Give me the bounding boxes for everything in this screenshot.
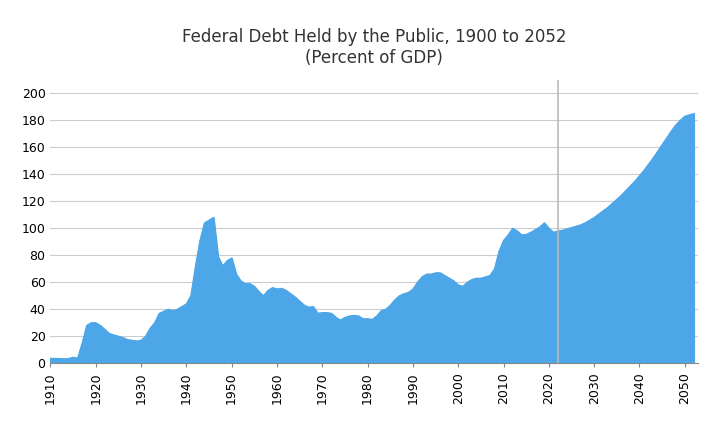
Title: Federal Debt Held by the Public, 1900 to 2052
(Percent of GDP): Federal Debt Held by the Public, 1900 to…: [182, 28, 567, 67]
